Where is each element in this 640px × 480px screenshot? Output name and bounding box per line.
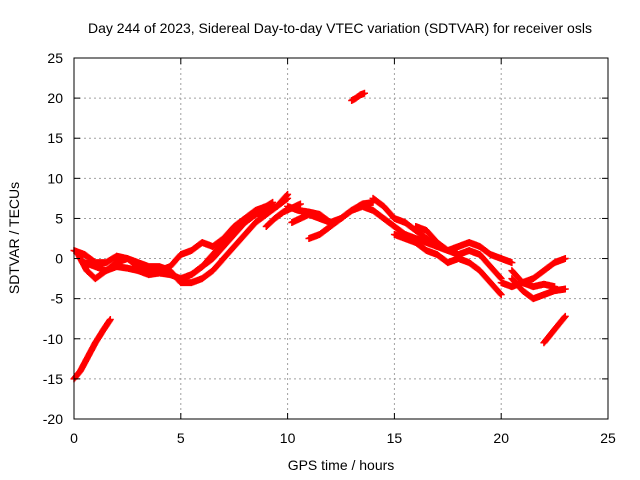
data-point-markers (70, 316, 114, 383)
series-arc-17 (540, 312, 569, 347)
data-point-markers (390, 230, 505, 299)
x-tick-labels: 0 5 10 15 20 25 (70, 430, 616, 446)
x-tick-label: 20 (493, 430, 509, 446)
y-tick-label: 20 (47, 90, 63, 106)
x-axis-label: GPS time / hours (288, 457, 395, 473)
x-tick-label: 5 (177, 430, 185, 446)
y-tick-label: 5 (55, 210, 63, 226)
series-arc-4 (81, 198, 277, 275)
x-tick-label: 25 (600, 430, 616, 446)
y-tick-labels: -20 -15 -10 -5 0 5 10 15 20 25 (43, 50, 63, 427)
series-arc-10 (348, 89, 368, 105)
data-point-markers (305, 202, 441, 251)
data-point-markers (508, 275, 569, 303)
plot-frame (73, 57, 609, 420)
grid (74, 58, 608, 419)
y-tick-label: 10 (47, 170, 63, 186)
data-point-markers (412, 222, 505, 283)
x-tick-label: 0 (70, 430, 78, 446)
data-point-markers (508, 267, 559, 291)
series-arc-15 (508, 275, 569, 303)
chart-title: Day 244 of 2023, Sidereal Day-to-day VTE… (88, 20, 592, 36)
data-point-markers (540, 312, 569, 347)
series-arc-12 (390, 230, 505, 299)
data-point-markers (81, 198, 277, 275)
y-tick-label: -20 (43, 411, 63, 427)
y-tick-label: -15 (43, 371, 63, 387)
series-arc-16 (508, 267, 559, 291)
series-arc-5 (187, 194, 292, 279)
data-point-markers (187, 194, 292, 279)
y-tick-label: 15 (47, 130, 63, 146)
x-tick-label: 10 (280, 430, 296, 446)
data-point-markers (348, 89, 368, 105)
x-tick-label: 15 (387, 430, 403, 446)
y-tick-label: -5 (51, 291, 64, 307)
y-tick-label: -10 (43, 331, 63, 347)
ticks (73, 57, 609, 420)
y-tick-label: 25 (47, 50, 63, 66)
y-axis-label: SDTVAR / TECUs (6, 182, 22, 294)
y-tick-label: 0 (55, 251, 63, 267)
series-arc-1 (70, 316, 114, 383)
series-arc-9 (305, 202, 441, 251)
series-arc-13 (412, 222, 505, 283)
